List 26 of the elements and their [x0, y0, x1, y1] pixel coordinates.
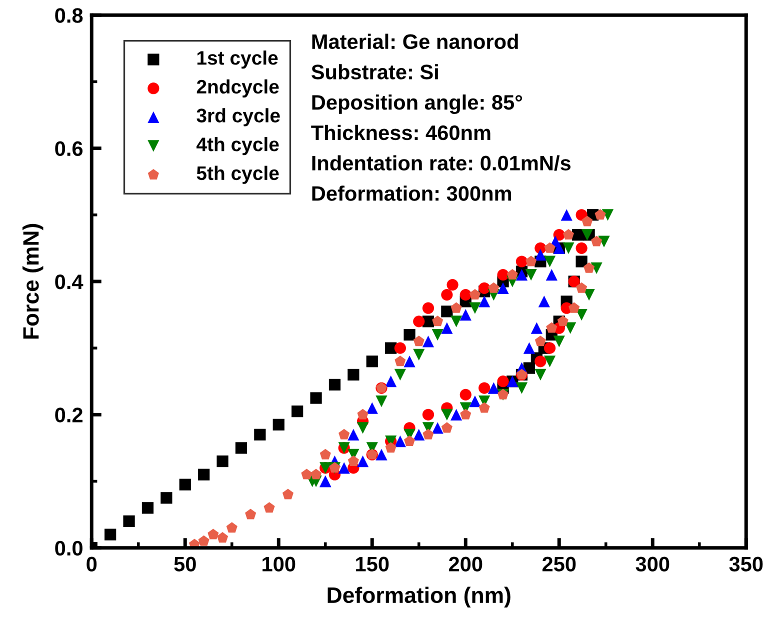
- x-tick-label: 150: [356, 556, 389, 572]
- y-axis-title: Force (mN): [22, 224, 44, 339]
- legend-label: 4th cycle: [196, 136, 279, 156]
- x-tick-label: 200: [448, 556, 482, 572]
- annotation: Thickness: 460nm: [311, 124, 490, 140]
- annotation: Material: Ge nanorod: [312, 34, 518, 50]
- y-tick-label: 0.8: [55, 8, 83, 23]
- x-tick-label: 300: [636, 556, 670, 572]
- legend-label: 5th cycle: [196, 166, 279, 184]
- x-tick-label: 50: [174, 556, 196, 572]
- x-tick-label: 100: [262, 556, 296, 572]
- x-tick-label: 250: [542, 556, 576, 572]
- legend-label: 3rd cycle: [196, 108, 280, 126]
- legend-label: 1st cycle: [197, 50, 278, 69]
- legend-label: 2ndcycle: [196, 79, 279, 98]
- x-tick-label: 350: [729, 556, 763, 572]
- y-tick-label: 0.2: [55, 408, 82, 422]
- x-tick-label: 0: [86, 556, 97, 572]
- annotation: Indentation rate: 0.01mN/s: [312, 155, 571, 171]
- annotation: Deposition angle: 85°: [312, 94, 522, 114]
- y-tick-label: 0.6: [55, 141, 83, 156]
- annotation: Substrate: Si: [311, 64, 438, 80]
- y-tick-label: 0.4: [55, 274, 84, 290]
- x-axis-title: Deformation (nm): [328, 586, 510, 608]
- annotation: Deformation: 300nm: [312, 186, 512, 201]
- y-tick-label: 0.0: [55, 540, 82, 556]
